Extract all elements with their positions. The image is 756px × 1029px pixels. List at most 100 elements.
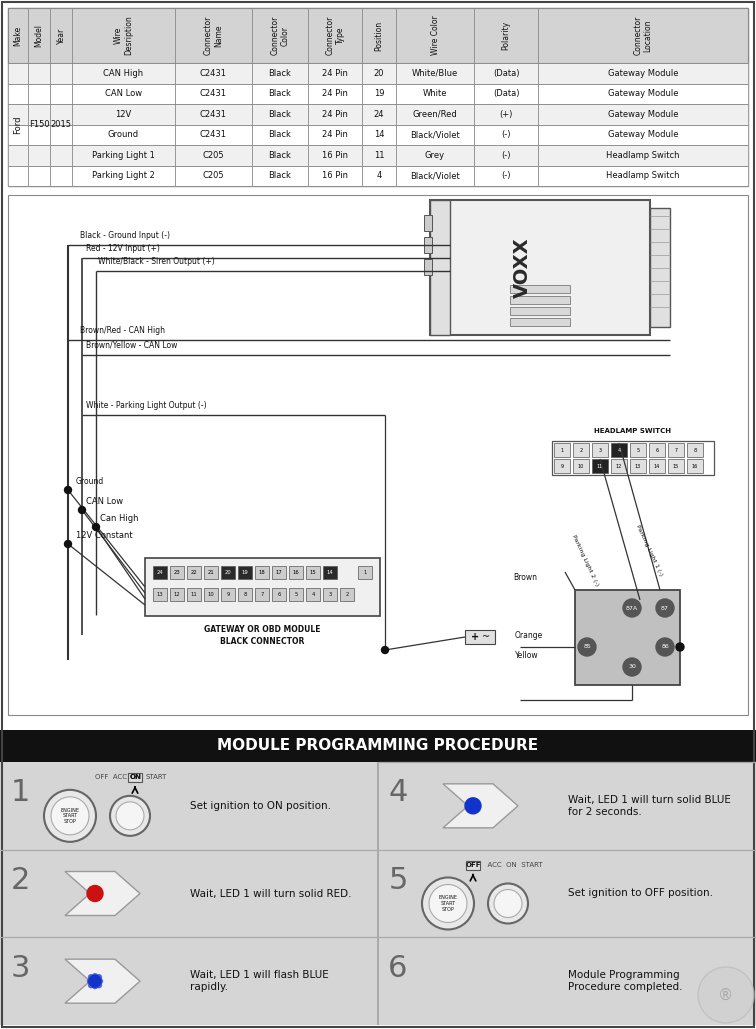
Bar	[128, 773, 142, 782]
Bar	[289, 566, 303, 579]
Circle shape	[488, 884, 528, 923]
Circle shape	[88, 983, 94, 988]
Circle shape	[422, 878, 474, 929]
Bar	[221, 588, 235, 601]
Bar	[323, 588, 337, 601]
Text: 5: 5	[637, 448, 640, 453]
Circle shape	[64, 540, 72, 547]
Text: BLACK CONNECTOR: BLACK CONNECTOR	[220, 637, 305, 645]
Text: Ground: Ground	[108, 131, 139, 139]
Circle shape	[51, 796, 89, 835]
Text: 19: 19	[373, 90, 384, 98]
Text: Green/Red: Green/Red	[413, 110, 457, 118]
Bar	[575, 590, 680, 685]
Bar	[187, 566, 201, 579]
Bar	[170, 588, 184, 601]
Bar	[650, 208, 670, 327]
Text: 1: 1	[11, 778, 29, 807]
Circle shape	[623, 599, 641, 617]
Circle shape	[98, 979, 103, 984]
Text: (-): (-)	[501, 151, 511, 159]
Bar	[238, 566, 252, 579]
Text: 1: 1	[364, 570, 367, 575]
Bar	[8, 196, 748, 715]
Text: Black - Ground Input (-): Black - Ground Input (-)	[80, 230, 170, 240]
Text: Can High: Can High	[100, 514, 138, 523]
Circle shape	[698, 967, 754, 1023]
Text: 9: 9	[560, 463, 563, 468]
Text: Wait, LED 1 will flash BLUE
rapidly.: Wait, LED 1 will flash BLUE rapidly.	[190, 970, 329, 992]
Text: Black: Black	[268, 90, 291, 98]
Text: Brown: Brown	[513, 573, 537, 582]
Text: 16 Pin: 16 Pin	[322, 171, 348, 180]
Text: CAN Low: CAN Low	[86, 497, 123, 506]
Text: Ground: Ground	[76, 477, 104, 486]
Text: C2431: C2431	[200, 90, 227, 98]
Text: (Data): (Data)	[493, 90, 519, 98]
Bar	[649, 443, 665, 457]
Text: 23: 23	[174, 570, 181, 575]
Bar	[554, 443, 570, 457]
Text: Model: Model	[35, 24, 44, 47]
Text: 13: 13	[156, 592, 163, 597]
Text: Black: Black	[268, 69, 291, 78]
Text: 87: 87	[661, 605, 669, 610]
Circle shape	[116, 802, 144, 829]
Bar	[611, 443, 627, 457]
Text: 5: 5	[389, 865, 407, 895]
Bar	[0, 762, 756, 1025]
Text: 12V Constant: 12V Constant	[76, 531, 132, 540]
Text: (+): (+)	[499, 110, 513, 118]
Text: OFF  ACC: OFF ACC	[95, 774, 127, 780]
Text: 85: 85	[583, 644, 591, 649]
Circle shape	[429, 885, 467, 923]
Text: ON: ON	[130, 774, 142, 780]
Text: 3: 3	[11, 954, 29, 983]
Text: 8: 8	[693, 448, 696, 453]
Text: Parking Light 1: Parking Light 1	[92, 151, 155, 159]
Text: 10: 10	[578, 463, 584, 468]
Bar	[238, 588, 252, 601]
Text: Wire
Desription: Wire Desription	[114, 15, 133, 56]
Text: Parking Light 1 (-): Parking Light 1 (-)	[635, 524, 663, 576]
Text: 4: 4	[389, 778, 407, 807]
Text: 4: 4	[311, 592, 314, 597]
Text: 24 Pin: 24 Pin	[322, 69, 348, 78]
Text: 3: 3	[599, 448, 602, 453]
Bar	[153, 566, 167, 579]
Text: CAN High: CAN High	[104, 69, 144, 78]
Text: HEADLAMP SWITCH: HEADLAMP SWITCH	[594, 428, 671, 434]
Circle shape	[494, 889, 522, 918]
Bar	[204, 566, 218, 579]
Bar	[340, 588, 354, 601]
Text: 17: 17	[276, 570, 283, 575]
Text: 19: 19	[242, 570, 249, 575]
Text: 4: 4	[618, 448, 621, 453]
Text: Connector
Location: Connector Location	[634, 15, 652, 56]
Circle shape	[578, 638, 596, 657]
Text: Brown/Red - CAN High: Brown/Red - CAN High	[80, 326, 165, 335]
Text: 24: 24	[373, 110, 384, 118]
Bar	[430, 200, 450, 335]
Text: Make: Make	[14, 26, 23, 45]
Text: 22: 22	[191, 570, 197, 575]
Text: 16: 16	[293, 570, 299, 575]
Circle shape	[92, 984, 98, 989]
Bar	[0, 730, 756, 762]
Circle shape	[88, 974, 94, 980]
Circle shape	[92, 973, 98, 979]
Text: 14: 14	[327, 570, 333, 575]
Text: 2: 2	[11, 865, 29, 895]
Bar	[687, 459, 703, 473]
Bar	[145, 558, 380, 616]
Text: 13: 13	[635, 463, 641, 468]
Text: C205: C205	[203, 151, 225, 159]
Text: 15: 15	[310, 570, 316, 575]
Text: Parking Light 2 (-): Parking Light 2 (-)	[571, 533, 599, 587]
Bar	[573, 443, 589, 457]
Text: White: White	[423, 90, 448, 98]
Text: Black/Violet: Black/Violet	[410, 171, 460, 180]
Text: C2431: C2431	[200, 110, 227, 118]
Text: Grey: Grey	[425, 151, 445, 159]
Bar	[8, 104, 748, 125]
